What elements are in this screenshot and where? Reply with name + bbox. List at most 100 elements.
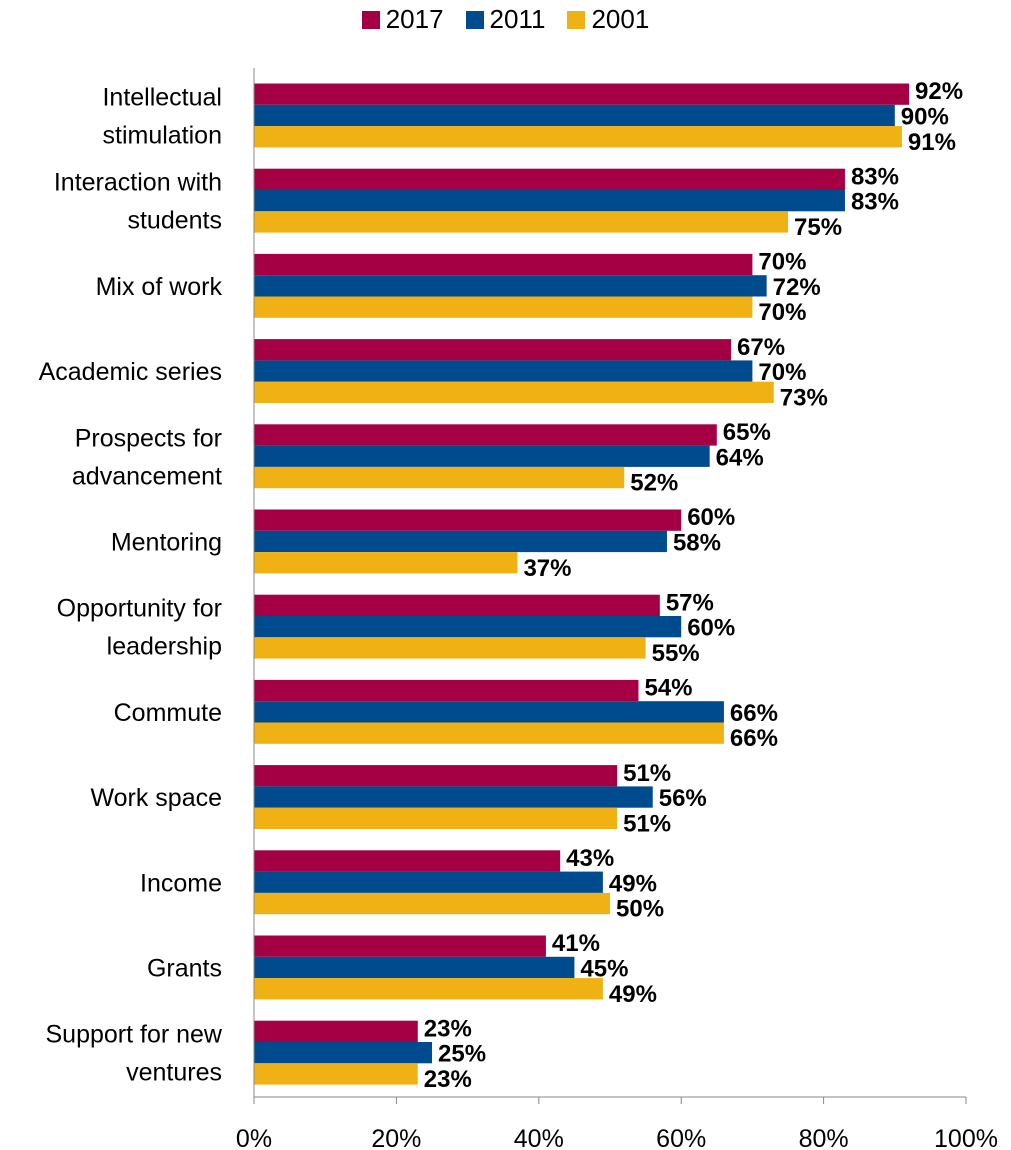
bar-2011 (254, 1042, 432, 1064)
bar-2001 (254, 466, 625, 489)
legend-label-2001: 2001 (591, 4, 650, 34)
category-label: Support for new (46, 1021, 223, 1049)
bar-2001 (254, 1063, 418, 1085)
bar-2001 (254, 637, 646, 659)
data-label-2017: 43% (566, 845, 614, 872)
bar-2001 (254, 978, 603, 1000)
bar-2001 (254, 381, 774, 403)
bar-2001 (254, 126, 902, 148)
data-label-2011: 64% (716, 444, 764, 471)
data-label-2017: 60% (687, 504, 735, 531)
bar-2001 (254, 296, 753, 318)
category-label: Interaction with (54, 169, 222, 197)
bar-2017 (254, 83, 910, 105)
bar-2011 (254, 530, 667, 553)
data-label-2017: 92% (915, 78, 963, 105)
bar-2011 (254, 616, 682, 638)
data-label-2017: 51% (623, 760, 671, 787)
bar-2011 (254, 956, 575, 979)
legend-swatch-2001 (567, 10, 586, 29)
data-label-2011: 83% (851, 189, 899, 216)
x-tick-label: 100% (934, 1125, 998, 1150)
category-label: Commute (114, 699, 222, 727)
category-label: Academic series (39, 358, 222, 386)
data-label-2011: 45% (580, 955, 628, 982)
data-label-2001: 51% (623, 810, 671, 837)
data-label-2011: 90% (901, 103, 949, 130)
data-label-2011: 49% (609, 870, 657, 897)
category-label: Grants (147, 954, 222, 982)
category-label: Work space (90, 784, 222, 812)
bar-2001 (254, 807, 618, 829)
data-label-2011: 56% (659, 785, 707, 812)
category-label: Opportunity for (57, 595, 222, 623)
data-label-2001: 75% (794, 214, 842, 241)
bar-2011 (254, 786, 653, 808)
bar-2011 (254, 360, 753, 382)
bar-2017 (254, 253, 753, 276)
x-tick-label: 20% (371, 1125, 421, 1150)
bar-2017 (254, 679, 639, 702)
bar-2001 (254, 892, 610, 915)
data-label-2011: 58% (673, 529, 721, 556)
legend-swatch-2011 (465, 10, 484, 29)
category-label: advancement (72, 462, 222, 490)
legend: 2017 2011 2001 (0, 4, 1011, 35)
data-label-2011: 25% (438, 1041, 486, 1068)
data-label-2011: 60% (687, 615, 735, 642)
bar-2001 (254, 552, 518, 574)
bar-2011 (254, 445, 710, 467)
data-label-2017: 67% (737, 334, 785, 361)
bar-2017 (254, 765, 618, 787)
category-label: Prospects for (75, 424, 222, 452)
data-label-2001: 23% (424, 1066, 472, 1093)
legend-item-2001: 2001 (567, 4, 649, 35)
data-label-2017: 41% (552, 930, 600, 957)
bar-2011 (254, 104, 895, 127)
data-label-2001: 73% (780, 384, 828, 411)
legend-swatch-2017 (361, 10, 380, 29)
data-label-2001: 52% (630, 470, 678, 497)
data-label-2011: 72% (773, 274, 821, 301)
bar-2011 (254, 871, 603, 893)
x-tick-label: 80% (799, 1125, 849, 1150)
data-label-2011: 70% (758, 359, 806, 386)
data-label-2001: 37% (523, 555, 571, 582)
category-label: students (127, 207, 222, 235)
bar-2001 (254, 211, 788, 233)
data-label-2017: 70% (758, 249, 806, 276)
category-label: Mix of work (96, 273, 223, 301)
data-label-2017: 54% (644, 675, 692, 702)
x-tick-label: 60% (656, 1125, 706, 1150)
data-label-2001: 49% (609, 981, 657, 1008)
bar-2017 (254, 935, 546, 957)
data-label-2017: 65% (723, 419, 771, 446)
legend-item-2011: 2011 (465, 4, 546, 35)
x-tick-label: 40% (514, 1125, 564, 1150)
bar-2017 (254, 850, 561, 872)
category-label: stimulation (103, 121, 223, 149)
category-label: leadership (107, 633, 222, 661)
data-label-2017: 23% (424, 1015, 472, 1042)
data-label-2017: 57% (666, 589, 714, 616)
data-label-2001: 50% (616, 896, 664, 923)
legend-label-2011: 2011 (489, 4, 546, 34)
bar-2017 (254, 1020, 418, 1042)
bar-2011 (254, 701, 724, 723)
category-label: Income (140, 869, 222, 897)
bar-2017 (254, 424, 717, 446)
legend-label-2017: 2017 (385, 4, 444, 34)
data-label-2001: 70% (758, 299, 806, 326)
data-label-2017: 83% (851, 163, 899, 190)
data-label-2001: 55% (652, 640, 700, 667)
bar-2017 (254, 339, 732, 361)
data-label-2001: 66% (730, 725, 778, 752)
data-label-2011: 66% (730, 700, 778, 727)
bar-2017 (254, 594, 660, 616)
category-label: ventures (126, 1059, 222, 1087)
bar-2017 (254, 168, 845, 190)
bar-2001 (254, 722, 724, 744)
bar-2017 (254, 509, 682, 531)
